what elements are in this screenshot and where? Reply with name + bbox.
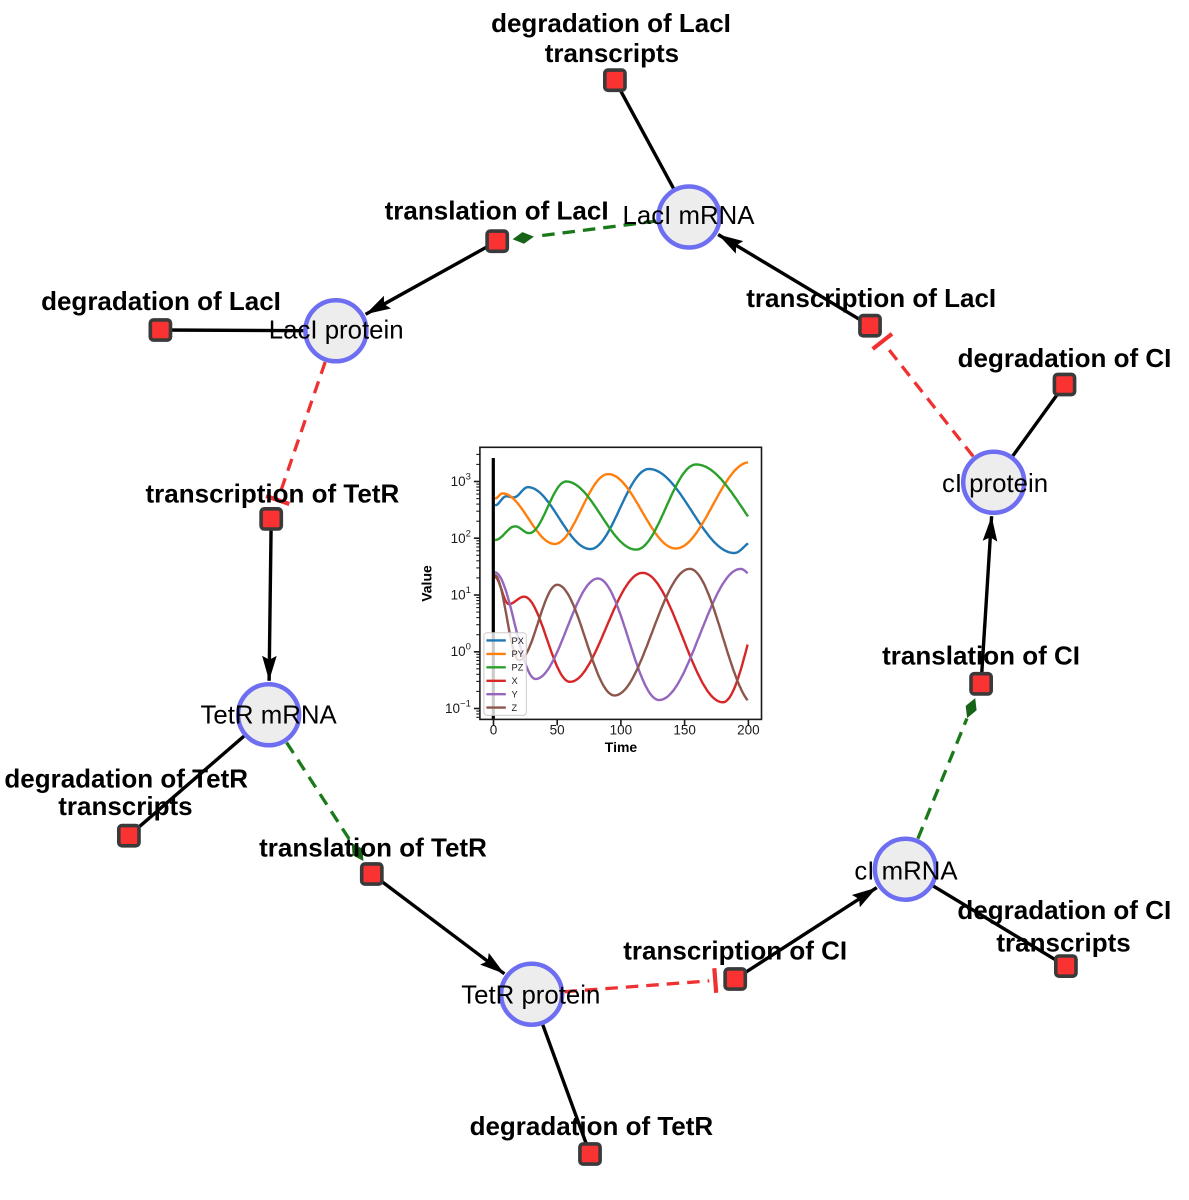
svg-text:PY: PY bbox=[512, 649, 524, 659]
svg-text:transcripts: transcripts bbox=[58, 791, 192, 821]
svg-text:transcripts: transcripts bbox=[545, 38, 679, 68]
svg-text:translation of CI: translation of CI bbox=[882, 640, 1080, 670]
svg-text:Z: Z bbox=[512, 703, 518, 713]
svg-text:PZ: PZ bbox=[512, 663, 524, 673]
svg-text:transcription of TetR: transcription of TetR bbox=[146, 478, 400, 508]
svg-text:X: X bbox=[512, 676, 518, 686]
svg-text:103: 103 bbox=[451, 472, 471, 490]
svg-text:101: 101 bbox=[451, 585, 471, 603]
svg-text:Time: Time bbox=[605, 739, 638, 755]
svg-text:0: 0 bbox=[490, 723, 498, 738]
svg-text:translation of LacI: translation of LacI bbox=[385, 196, 609, 226]
svg-text:50: 50 bbox=[550, 723, 565, 738]
svg-text:Y: Y bbox=[512, 690, 518, 700]
svg-text:cI protein: cI protein bbox=[942, 470, 1048, 498]
svg-text:200: 200 bbox=[737, 723, 760, 738]
svg-text:TetR mRNA: TetR mRNA bbox=[201, 701, 338, 729]
svg-text:degradation of CI: degradation of CI bbox=[957, 895, 1171, 925]
svg-text:LacI protein: LacI protein bbox=[269, 316, 404, 344]
svg-text:100: 100 bbox=[610, 723, 633, 738]
svg-text:100: 100 bbox=[451, 642, 471, 660]
svg-text:transcripts: transcripts bbox=[996, 927, 1130, 957]
svg-text:102: 102 bbox=[451, 528, 471, 546]
svg-text:Value: Value bbox=[419, 565, 435, 602]
svg-text:translation of TetR: translation of TetR bbox=[259, 833, 487, 863]
svg-text:transcription of LacI: transcription of LacI bbox=[746, 283, 996, 313]
svg-text:10−1: 10−1 bbox=[445, 699, 471, 717]
svg-text:transcription of CI: transcription of CI bbox=[623, 936, 847, 966]
svg-text:degradation of TetR: degradation of TetR bbox=[4, 764, 248, 794]
svg-text:PX: PX bbox=[512, 636, 524, 646]
svg-text:cI mRNA: cI mRNA bbox=[854, 858, 958, 886]
svg-text:degradation of LacI: degradation of LacI bbox=[491, 8, 731, 38]
svg-text:150: 150 bbox=[673, 723, 696, 738]
svg-text:degradation of TetR: degradation of TetR bbox=[470, 1111, 714, 1141]
svg-text:degradation of LacI: degradation of LacI bbox=[41, 286, 281, 316]
svg-text:TetR protein: TetR protein bbox=[461, 982, 600, 1010]
svg-text:LacI mRNA: LacI mRNA bbox=[623, 202, 756, 230]
svg-text:degradation of CI: degradation of CI bbox=[958, 343, 1172, 373]
